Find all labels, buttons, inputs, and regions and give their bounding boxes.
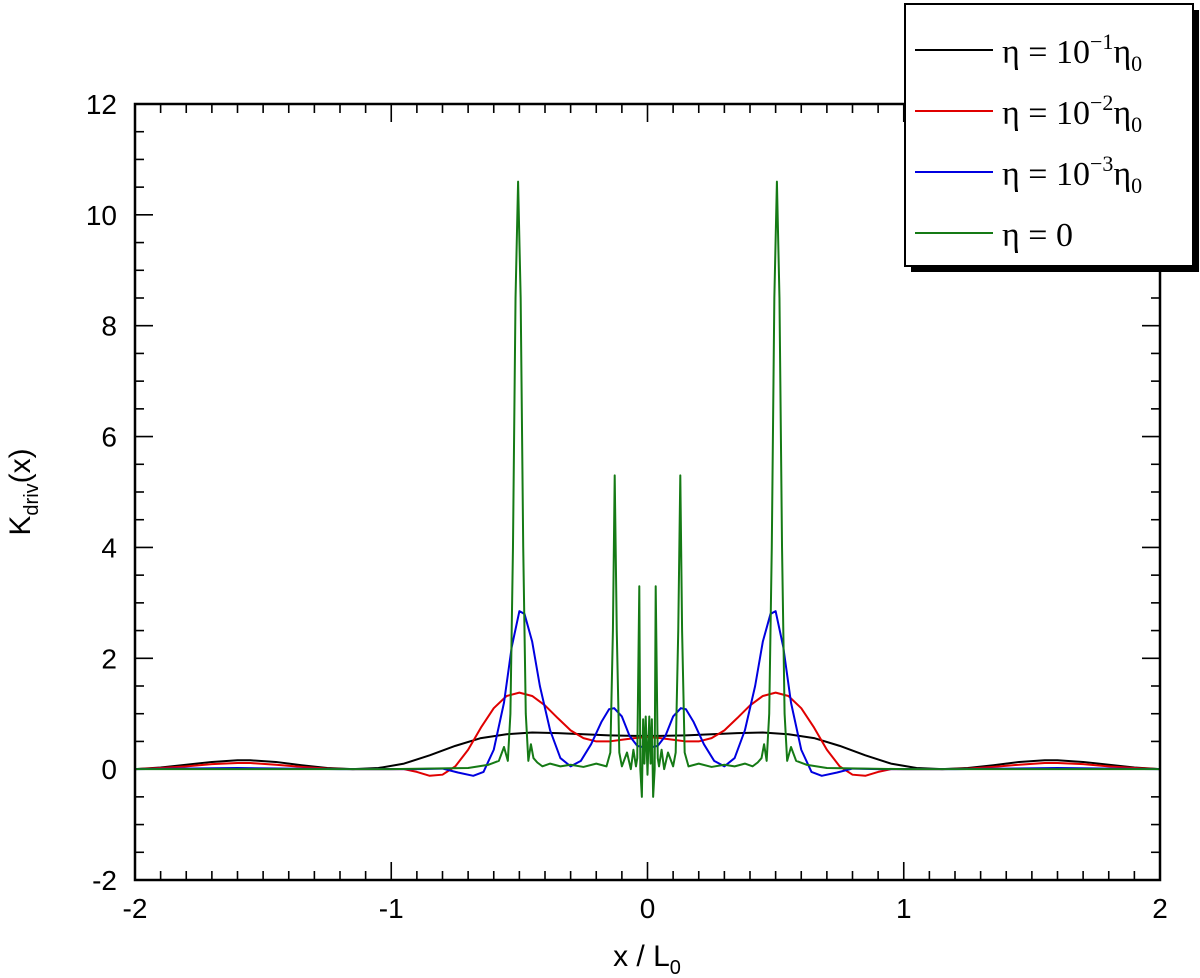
x-tick-label: -2 — [123, 893, 148, 924]
series-line — [135, 180, 1160, 798]
y-tick-label: 8 — [101, 311, 117, 342]
series-layer — [134, 180, 1161, 798]
legend-items: η = 10−1η0 η = 10−2η0 η = 10−3η0 η = 0 — [915, 29, 1142, 254]
legend: η = 10−1η0 η = 10−2η0 η = 10−3η0 η = 0 — [904, 3, 1199, 272]
y-tick-label: 4 — [101, 532, 117, 563]
legend-label: η = 10−1η0 — [1002, 29, 1142, 76]
x-tick-label: -1 — [379, 893, 404, 924]
y-tick-label: 12 — [86, 89, 117, 120]
series-line — [134, 731, 1161, 771]
legend-label: η = 10−2η0 — [1002, 90, 1142, 137]
y-tick-label: 2 — [101, 643, 117, 674]
y-tick-label: 10 — [86, 200, 117, 231]
legend-box — [904, 3, 1194, 267]
y-tick-label: -2 — [92, 865, 117, 896]
x-tick-label: 0 — [640, 893, 656, 924]
legend-label: η = 0 — [1002, 217, 1073, 254]
plot-frame — [133, 102, 1162, 882]
y-tick-label: 6 — [101, 422, 117, 453]
y-axis-title: Kdriv(x) — [4, 448, 43, 535]
x-tick-label: 1 — [896, 893, 912, 924]
legend-label: η = 10−3η0 — [1002, 151, 1142, 198]
x-tick-label: 2 — [1152, 893, 1168, 924]
y-tick-label: 0 — [101, 754, 117, 785]
x-axis-title: x / L0 — [613, 940, 681, 978]
